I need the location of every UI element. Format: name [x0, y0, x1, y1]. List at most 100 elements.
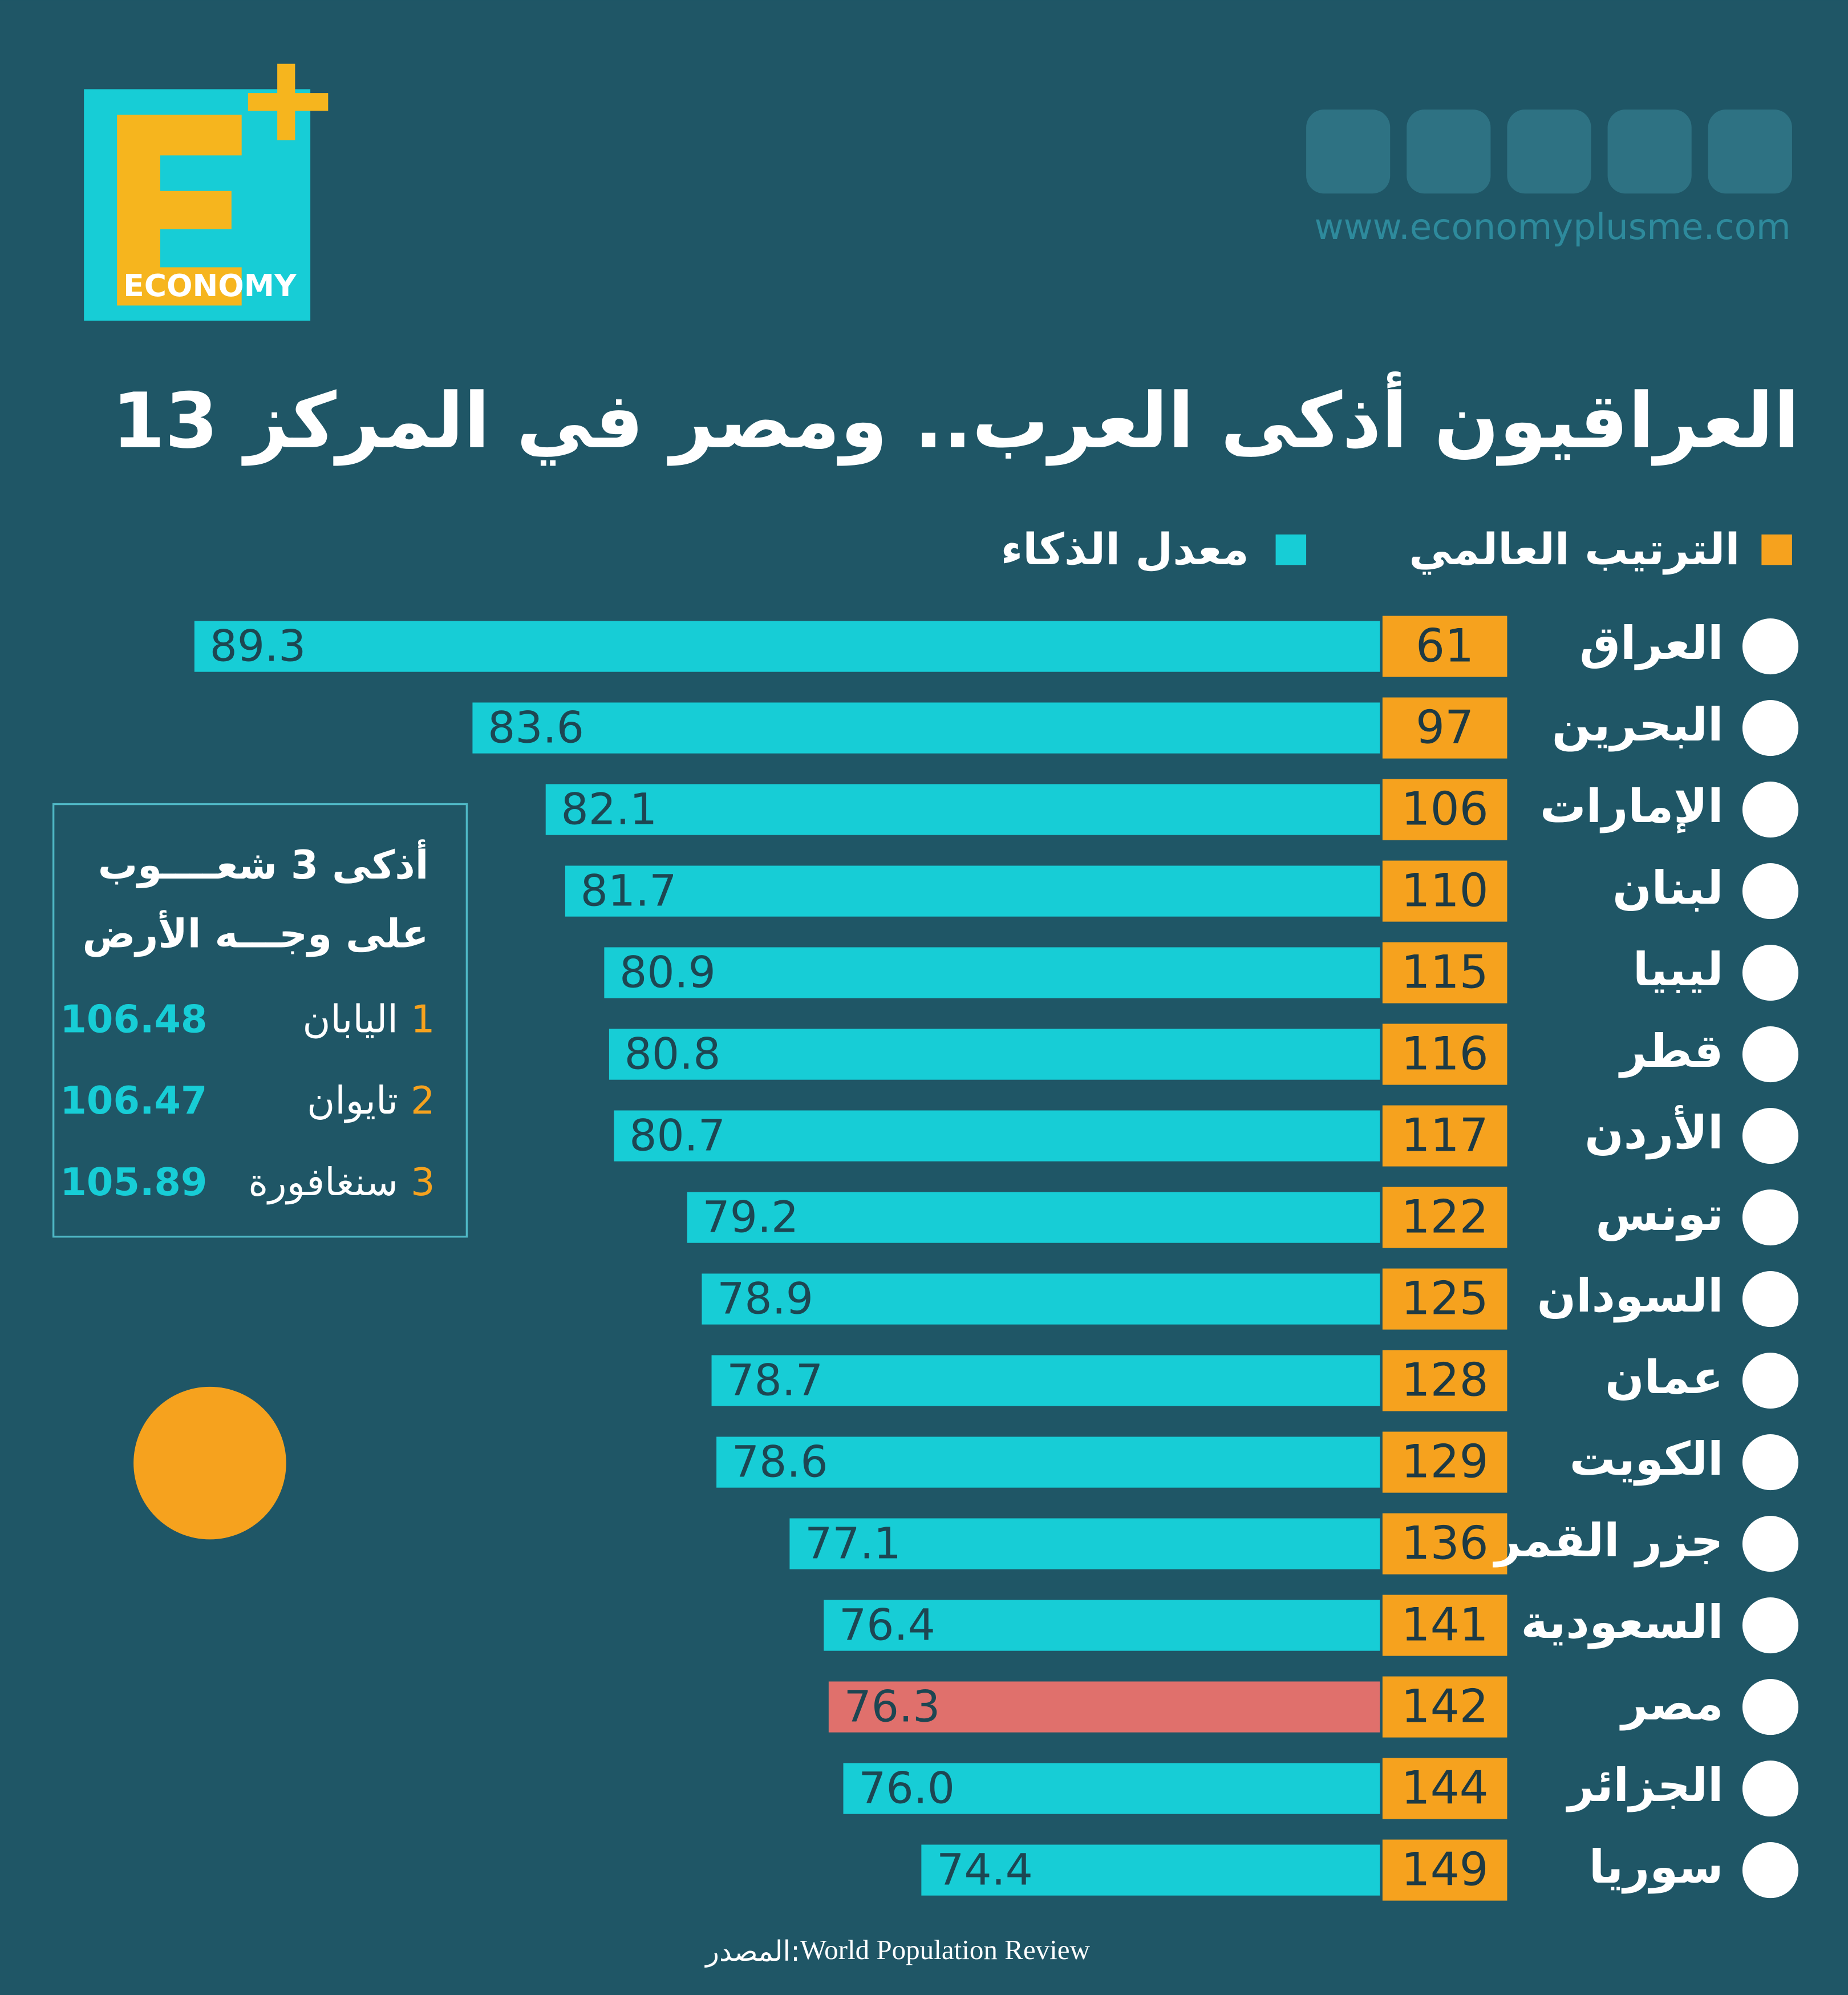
side-rank: 1 [411, 997, 435, 1041]
category-label: تونس [1595, 1187, 1723, 1241]
social-icon[interactable] [1607, 110, 1692, 194]
social-icon[interactable] [1507, 110, 1591, 194]
value-label: 74.4 [937, 1845, 1033, 1895]
category-label: الإمارات [1540, 779, 1724, 833]
category-label: الأردن [1584, 1105, 1723, 1160]
legend-label: معدل الذكاء [1001, 524, 1249, 574]
category-label: مصر [1619, 1677, 1724, 1731]
logo: ECONOMY [84, 63, 329, 321]
category-label: السعودية [1521, 1595, 1724, 1649]
flag [1742, 1353, 1799, 1409]
side-rank: 3 [411, 1160, 435, 1204]
rank-box [1382, 1431, 1507, 1493]
category-label: الجزائر [1565, 1758, 1723, 1812]
flag [1742, 782, 1799, 838]
rank-box [1382, 942, 1507, 1003]
value-label: 89.3 [210, 621, 306, 671]
category-label: البحرين [1552, 698, 1724, 752]
side-value: 106.48 [60, 997, 207, 1041]
social-icon[interactable] [1306, 110, 1391, 194]
bar [565, 865, 1380, 917]
category-label: لبنان [1612, 861, 1723, 914]
bar [609, 1029, 1380, 1080]
rank-label: 116 [1401, 1026, 1489, 1080]
logo-letter [117, 114, 242, 306]
rank-label: 141 [1401, 1598, 1489, 1652]
bar [472, 702, 1380, 754]
flag [1742, 1434, 1799, 1491]
logo-plus [248, 63, 329, 140]
category-label: قطر [1618, 1024, 1724, 1078]
value-label: 76.3 [844, 1682, 941, 1732]
rank-box [1382, 1105, 1507, 1167]
side-name: تايوان [307, 1078, 398, 1123]
bar [843, 1763, 1380, 1814]
rank-box [1382, 1595, 1507, 1656]
category-label: العراق [1579, 616, 1723, 670]
rank-label: 61 [1416, 618, 1474, 672]
bar [789, 1518, 1380, 1569]
side-name: اليابان [302, 997, 398, 1041]
flag [1742, 863, 1799, 920]
rank-box [1382, 1268, 1507, 1330]
side-value: 106.47 [60, 1078, 207, 1123]
rank-label: 128 [1401, 1353, 1489, 1406]
source-label: المصدر: [704, 1935, 800, 1968]
source-text: World Population Review [800, 1934, 1091, 1965]
website[interactable]: www.economyplusme.com [1315, 206, 1791, 248]
social-icon[interactable] [1407, 110, 1491, 194]
category-label: السودان [1537, 1269, 1724, 1323]
rank-label: 136 [1401, 1516, 1489, 1570]
side-name: سنغافورة [248, 1160, 398, 1205]
rank-label: 97 [1416, 700, 1474, 754]
rank-label: 106 [1401, 782, 1489, 835]
category-label: ليبيا [1633, 942, 1724, 996]
value-label: 81.7 [581, 866, 677, 916]
rank-box [1382, 1187, 1507, 1248]
bar [604, 947, 1380, 998]
rank-label: 122 [1401, 1189, 1489, 1243]
side-title: على وجـــه الأرض [83, 909, 429, 957]
side-title: أذكى 3 شعــــوب [98, 839, 429, 888]
rank-box [1382, 779, 1507, 840]
value-label: 83.6 [488, 703, 584, 753]
source: المصدر:World Population Review [704, 1934, 1090, 1967]
bar [711, 1355, 1380, 1406]
value-label: 78.6 [732, 1437, 828, 1487]
legend-swatch [1761, 534, 1792, 565]
rank-box [1382, 1839, 1507, 1901]
value-label: 80.7 [629, 1111, 726, 1161]
rank-box [1382, 1023, 1507, 1085]
flag [1742, 1761, 1799, 1817]
social-icons [1306, 110, 1792, 194]
rank-box [1382, 1758, 1507, 1819]
flag [1742, 1026, 1799, 1083]
rank-label: 110 [1401, 863, 1489, 917]
flag [1742, 1842, 1799, 1899]
bar [824, 1600, 1380, 1651]
value-label: 80.9 [619, 948, 716, 998]
logo-text: ECONOMY [123, 268, 297, 304]
bar [716, 1436, 1380, 1488]
value-label: 76.4 [839, 1600, 935, 1650]
flag [1742, 700, 1799, 756]
flag [1742, 618, 1799, 675]
flag [1742, 945, 1799, 1001]
value-label: 82.1 [561, 784, 657, 835]
bar [828, 1681, 1380, 1733]
rank-label: 125 [1401, 1271, 1489, 1325]
social-icon[interactable] [1708, 110, 1792, 194]
side-rank: 2 [411, 1078, 435, 1123]
rank-label: 144 [1401, 1761, 1489, 1815]
rank-box [1382, 1350, 1507, 1411]
flag [1742, 1271, 1799, 1328]
chart-title: العراقيون أذكى العرب.. ومصر في المركز 13 [112, 371, 1800, 466]
rank-box [1382, 616, 1507, 677]
value-label: 79.2 [703, 1192, 799, 1243]
flag [1742, 1679, 1799, 1735]
category-label: الكويت [1570, 1432, 1724, 1486]
rank-box [1382, 1676, 1507, 1738]
flag [1742, 1597, 1799, 1654]
